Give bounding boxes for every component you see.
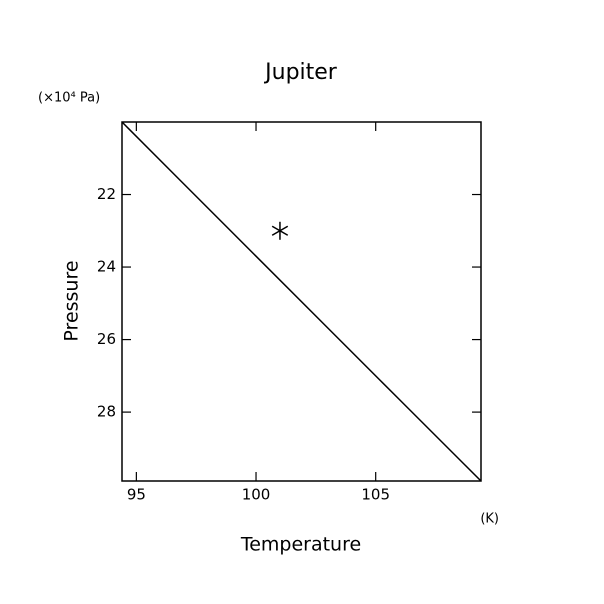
x-tick-label: 95 (127, 486, 146, 504)
data-line (121, 121, 482, 482)
x-tick-label: 100 (242, 486, 271, 504)
y-axis-label: Pressure (61, 260, 83, 341)
x-unit: (K) (480, 512, 499, 527)
x-tick-label: 105 (361, 486, 390, 504)
chart-title: Jupiter (263, 60, 338, 85)
plot-frame (121, 121, 482, 482)
asterisk-stroke (271, 225, 289, 236)
data-point (271, 221, 289, 240)
y-tick-label: 26 (97, 330, 116, 348)
y-tick-label: 22 (97, 185, 116, 203)
y-tick-label: 28 (97, 403, 116, 421)
y-unit: (×10⁴ Pa) (38, 91, 100, 106)
x-axis-label: Temperature (240, 534, 361, 556)
y-tick-label: 24 (97, 258, 116, 276)
